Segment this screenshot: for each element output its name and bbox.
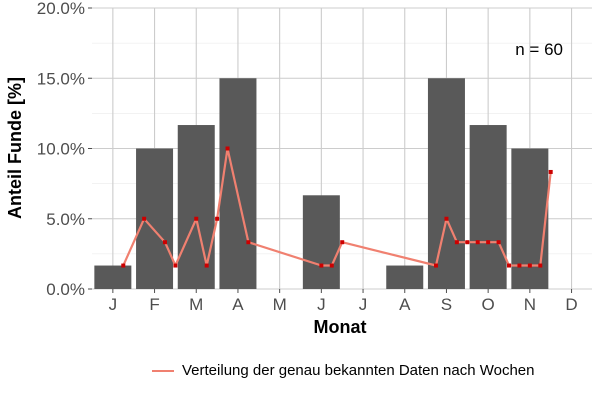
x-axis-title: Monat	[314, 317, 367, 337]
data-point	[454, 240, 459, 245]
bar	[177, 125, 215, 289]
data-point	[465, 240, 470, 245]
data-point	[527, 263, 532, 268]
data-point	[517, 263, 522, 268]
data-point	[162, 240, 167, 245]
bar	[511, 148, 549, 289]
y-tick-label: 15.0%	[37, 69, 85, 88]
data-point	[340, 240, 345, 245]
x-tick-label: S	[441, 295, 452, 314]
x-tick-label: J	[109, 295, 118, 314]
data-point	[486, 240, 491, 245]
bar	[94, 265, 132, 289]
legend-label: Verteilung der genau bekannten Daten nac…	[182, 362, 535, 379]
data-point	[434, 263, 439, 268]
data-point	[204, 263, 209, 268]
data-point	[507, 263, 511, 268]
data-point	[548, 169, 553, 174]
bar	[469, 125, 507, 289]
bars	[94, 78, 549, 289]
data-point	[215, 216, 220, 221]
x-tick-label: A	[232, 295, 244, 314]
data-point	[194, 216, 199, 221]
data-point	[496, 240, 501, 245]
x-tick-label: M	[189, 295, 203, 314]
x-tick-label: A	[399, 295, 411, 314]
data-point	[142, 216, 147, 221]
bar	[136, 148, 174, 289]
y-axis: 0.0% 5.0% 10.0% 15.0% 20.0%	[37, 0, 92, 299]
bar	[219, 78, 257, 289]
line-series	[121, 146, 553, 268]
legend-line-key	[152, 369, 174, 372]
data-point	[538, 263, 543, 268]
x-tick-label: D	[565, 295, 577, 314]
data-point	[444, 216, 449, 221]
y-tick-label: 20.0%	[37, 0, 85, 18]
data-point	[246, 240, 251, 245]
sample-size-annotation: n = 60	[515, 40, 563, 59]
data-point	[319, 263, 324, 268]
y-tick-label: 0.0%	[46, 280, 85, 299]
y-tick-label: 10.0%	[37, 140, 85, 159]
x-tick-label: N	[524, 295, 536, 314]
bar	[302, 195, 340, 289]
bar	[386, 265, 424, 289]
bar	[427, 78, 465, 289]
x-tick-label: J	[317, 295, 326, 314]
x-tick-label: O	[482, 295, 495, 314]
y-axis-title: Anteil Funde [%]	[5, 77, 25, 219]
x-tick-label: F	[149, 295, 159, 314]
data-point	[173, 263, 178, 268]
data-point	[329, 263, 334, 268]
chart: 0.0% 5.0% 10.0% 15.0% 20.0% J F M A M J J A S O N D Mon…	[5, 0, 592, 337]
legend: Verteilung der genau bekannten Daten nac…	[152, 362, 535, 379]
data-point	[475, 240, 480, 245]
y-tick-label: 5.0%	[46, 210, 85, 229]
x-tick-label: J	[359, 295, 368, 314]
x-tick-label: M	[273, 295, 287, 314]
data-point	[121, 263, 126, 268]
data-point	[225, 146, 230, 151]
